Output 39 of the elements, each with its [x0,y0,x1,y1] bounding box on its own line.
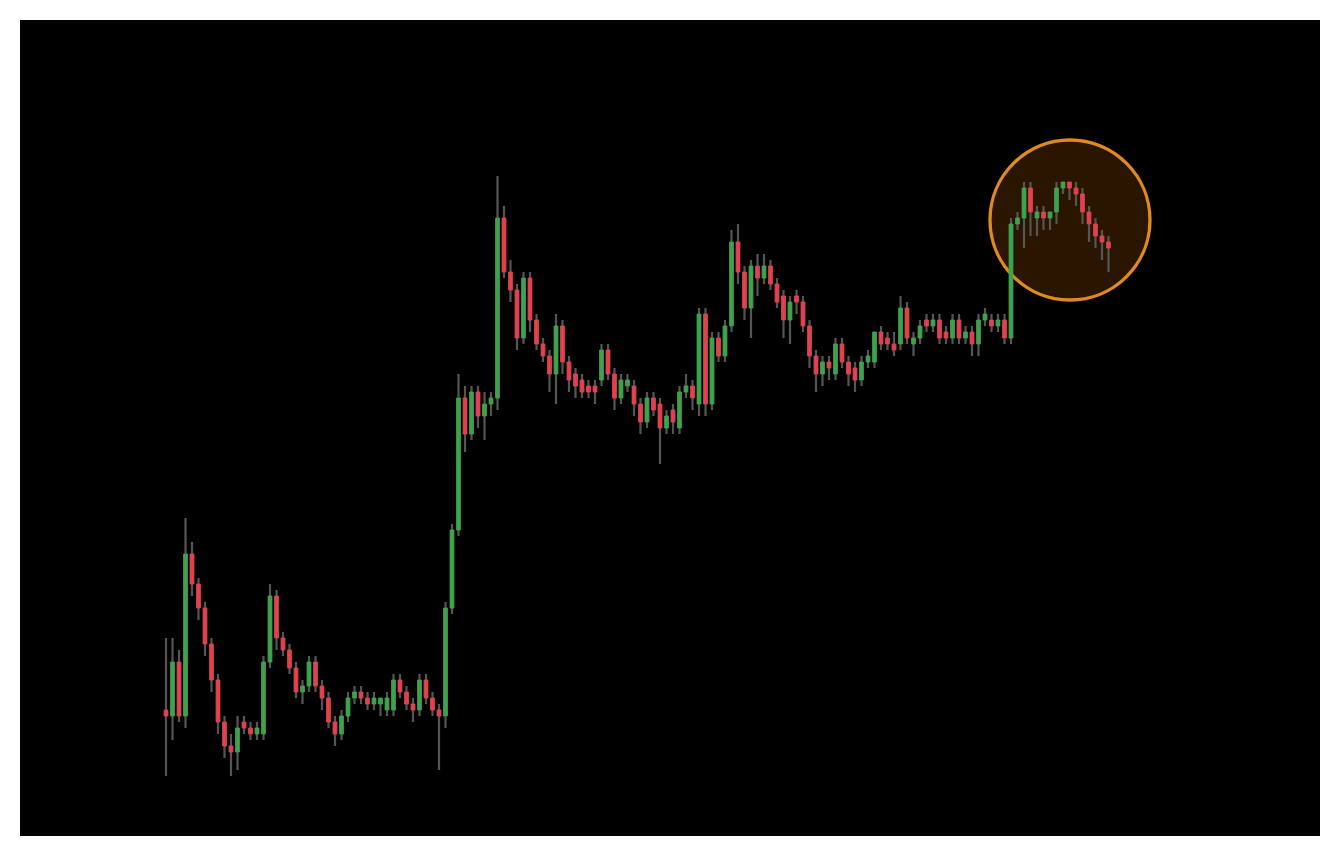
candlestick [826,354,832,382]
candlestick [644,390,650,430]
candlestick [1021,180,1027,250]
candlestick [1106,234,1111,274]
candlestick [859,354,864,388]
candlestick [553,312,559,406]
candlestick [1041,204,1046,232]
candlestick [235,714,240,772]
candlestick [820,354,825,388]
candlestick [664,408,669,436]
candlestick [657,396,663,466]
candlestick [1054,180,1059,226]
candlestick [852,360,858,394]
candlestick [391,672,396,718]
candlestick [670,402,676,436]
candlestick [833,336,838,382]
candlestick [878,324,884,352]
candlestick [748,258,754,340]
candlestick [1028,180,1033,238]
candlestick [969,324,975,358]
candlestick [755,252,760,298]
candlestick [618,372,624,406]
candlestick [950,312,955,346]
candlestick [761,252,767,286]
candlestick [417,672,422,718]
candlestick [716,330,721,364]
candlestick [976,312,981,358]
candlestick [274,588,279,652]
candlestick [579,372,585,400]
candlestick [482,390,487,442]
candlestick [872,330,877,370]
candlestick [1002,312,1007,346]
candlestick [462,384,468,454]
candlestick [163,636,169,778]
candlestick [937,312,942,346]
candlestick [898,294,903,352]
candlestick [787,294,793,346]
candlestick [956,312,962,346]
candlestick [690,378,695,412]
